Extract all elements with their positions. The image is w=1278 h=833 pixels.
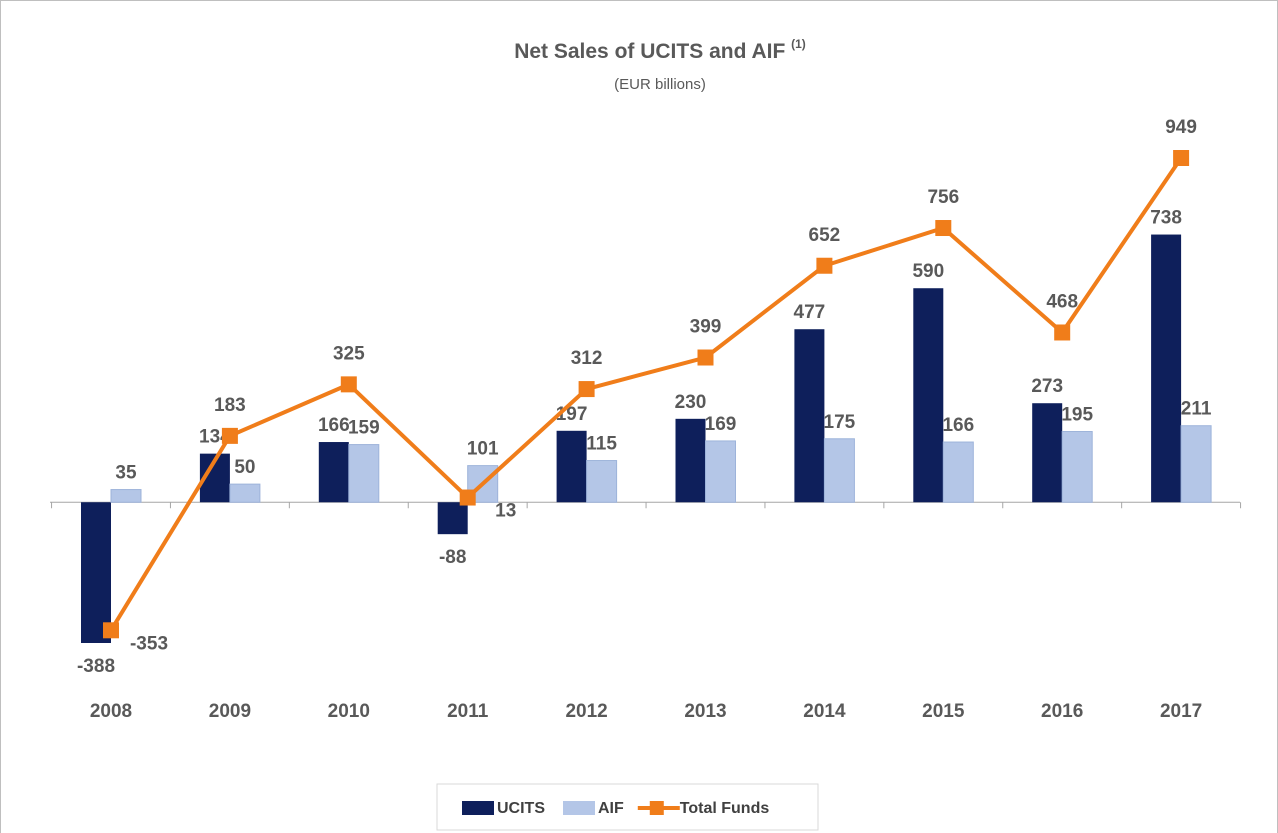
legend-label: AIF xyxy=(598,800,624,817)
data-label: 399 xyxy=(690,317,722,338)
data-label: 13 xyxy=(495,501,516,522)
bar xyxy=(556,430,587,503)
data-label: 183 xyxy=(214,395,246,416)
data-label: 738 xyxy=(1150,208,1182,229)
legend-label: UCITS xyxy=(497,800,545,817)
data-label: 468 xyxy=(1046,291,1078,312)
marker xyxy=(459,489,476,506)
bar xyxy=(229,483,261,503)
marker xyxy=(221,427,238,444)
subtitle: (EUR billions) xyxy=(614,76,706,93)
data-label: 230 xyxy=(675,392,707,413)
data-label: 273 xyxy=(1031,376,1063,397)
x-tick-label: 2013 xyxy=(684,701,726,722)
data-label: 101 xyxy=(467,439,499,460)
marker xyxy=(578,381,595,398)
bar xyxy=(81,502,111,643)
bar xyxy=(348,444,380,503)
legend xyxy=(436,783,819,831)
bar xyxy=(437,502,468,535)
data-label: 477 xyxy=(794,302,826,323)
marker xyxy=(103,622,119,639)
marker xyxy=(816,257,833,274)
data-label: 166 xyxy=(942,415,974,436)
data-label: 115 xyxy=(586,434,617,455)
bar xyxy=(705,440,736,503)
bar xyxy=(823,438,855,503)
data-label: 195 xyxy=(1061,405,1093,426)
bar xyxy=(794,329,825,503)
bar xyxy=(1180,425,1212,503)
data-label: 159 xyxy=(348,418,380,439)
bar xyxy=(1151,234,1182,503)
x-tick-label: 2010 xyxy=(328,701,370,722)
data-label: -388 xyxy=(77,656,115,677)
bar xyxy=(942,441,974,503)
x-tick-label: 2012 xyxy=(565,701,607,722)
x-tick-label: 2015 xyxy=(922,701,965,722)
bar xyxy=(1061,431,1093,503)
bar xyxy=(318,442,349,503)
x-tick-label: 2009 xyxy=(209,701,251,722)
bar xyxy=(675,418,706,503)
x-tick-label: 2016 xyxy=(1041,701,1083,722)
marker xyxy=(935,220,952,237)
legend-swatch xyxy=(563,801,595,815)
data-label: -88 xyxy=(439,547,466,568)
marker xyxy=(1173,150,1190,166)
x-tick-label: 2017 xyxy=(1160,701,1202,722)
legend-swatch xyxy=(649,801,664,815)
data-label: 949 xyxy=(1165,117,1197,138)
data-label: 590 xyxy=(912,261,944,282)
legend-swatch xyxy=(462,801,494,815)
data-label: 312 xyxy=(571,348,603,369)
data-label: 211 xyxy=(1181,399,1212,420)
line xyxy=(109,156,1183,632)
bar xyxy=(1032,403,1063,503)
data-label: 652 xyxy=(809,225,841,246)
data-label: 175 xyxy=(824,412,856,433)
marker xyxy=(697,349,714,366)
x-tick-label: 2011 xyxy=(447,701,489,722)
data-label: 169 xyxy=(705,414,737,435)
data-label: 756 xyxy=(927,187,959,208)
data-label: 166 xyxy=(318,415,350,436)
bar xyxy=(110,489,142,503)
chart-title: Net Sales of UCITS and AIF (1) xyxy=(514,37,806,62)
x-tick-label: 2008 xyxy=(90,701,132,722)
data-label: 50 xyxy=(234,457,255,478)
marker xyxy=(340,376,357,393)
data-label: -353 xyxy=(130,633,168,654)
legend-label: Total Funds xyxy=(680,800,770,817)
data-label: 35 xyxy=(115,463,137,484)
marker xyxy=(1054,324,1071,341)
x-tick-label: 2014 xyxy=(803,701,846,722)
bar xyxy=(586,460,618,503)
data-label: 325 xyxy=(333,343,365,364)
bar xyxy=(913,288,944,503)
